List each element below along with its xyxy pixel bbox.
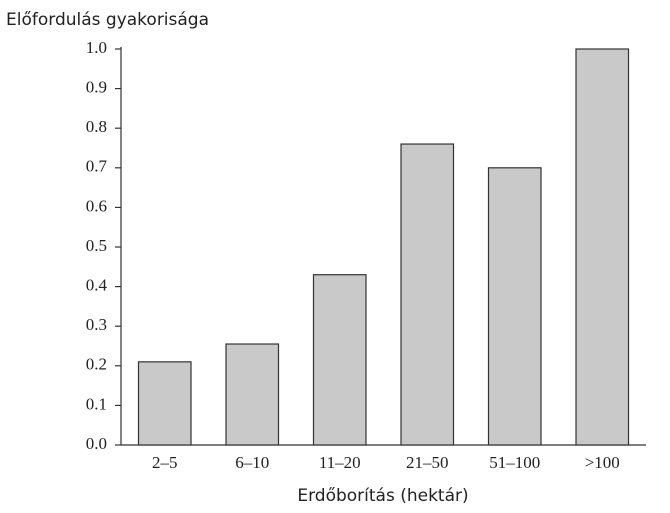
bar: [225, 343, 280, 446]
y-tick-label: 0.7: [86, 157, 108, 176]
y-tick-label: 0.4: [86, 276, 108, 295]
x-tick-label: 21–50: [406, 453, 449, 472]
y-tick-label: 0.1: [86, 394, 107, 413]
bar: [400, 143, 455, 446]
x-tick-label: 51–100: [489, 453, 540, 472]
x-tick-label: 11–20: [319, 453, 361, 472]
x-tick-label: >100: [585, 453, 620, 472]
bar: [487, 167, 542, 446]
y-tick-label: 0.2: [86, 355, 107, 374]
y-tick-label: 0.6: [86, 196, 107, 215]
y-tick-label: 1.0: [86, 38, 107, 57]
x-tick-label: 2–5: [152, 453, 178, 472]
y-tick-label: 0.0: [86, 434, 107, 453]
y-axis-title: Előfordulás gyakorisága: [6, 10, 209, 30]
y-tick-label: 0.3: [86, 315, 107, 334]
x-axis-title: Erdőborítás (hektár): [297, 486, 468, 506]
y-tick-label: 0.5: [86, 236, 107, 255]
y-tick-label: 0.8: [86, 117, 107, 136]
x-tick-label: 6–10: [235, 453, 269, 472]
y-tick-label: 0.9: [86, 78, 107, 97]
bar: [575, 48, 630, 446]
bar: [137, 361, 192, 446]
bar: [312, 274, 367, 446]
